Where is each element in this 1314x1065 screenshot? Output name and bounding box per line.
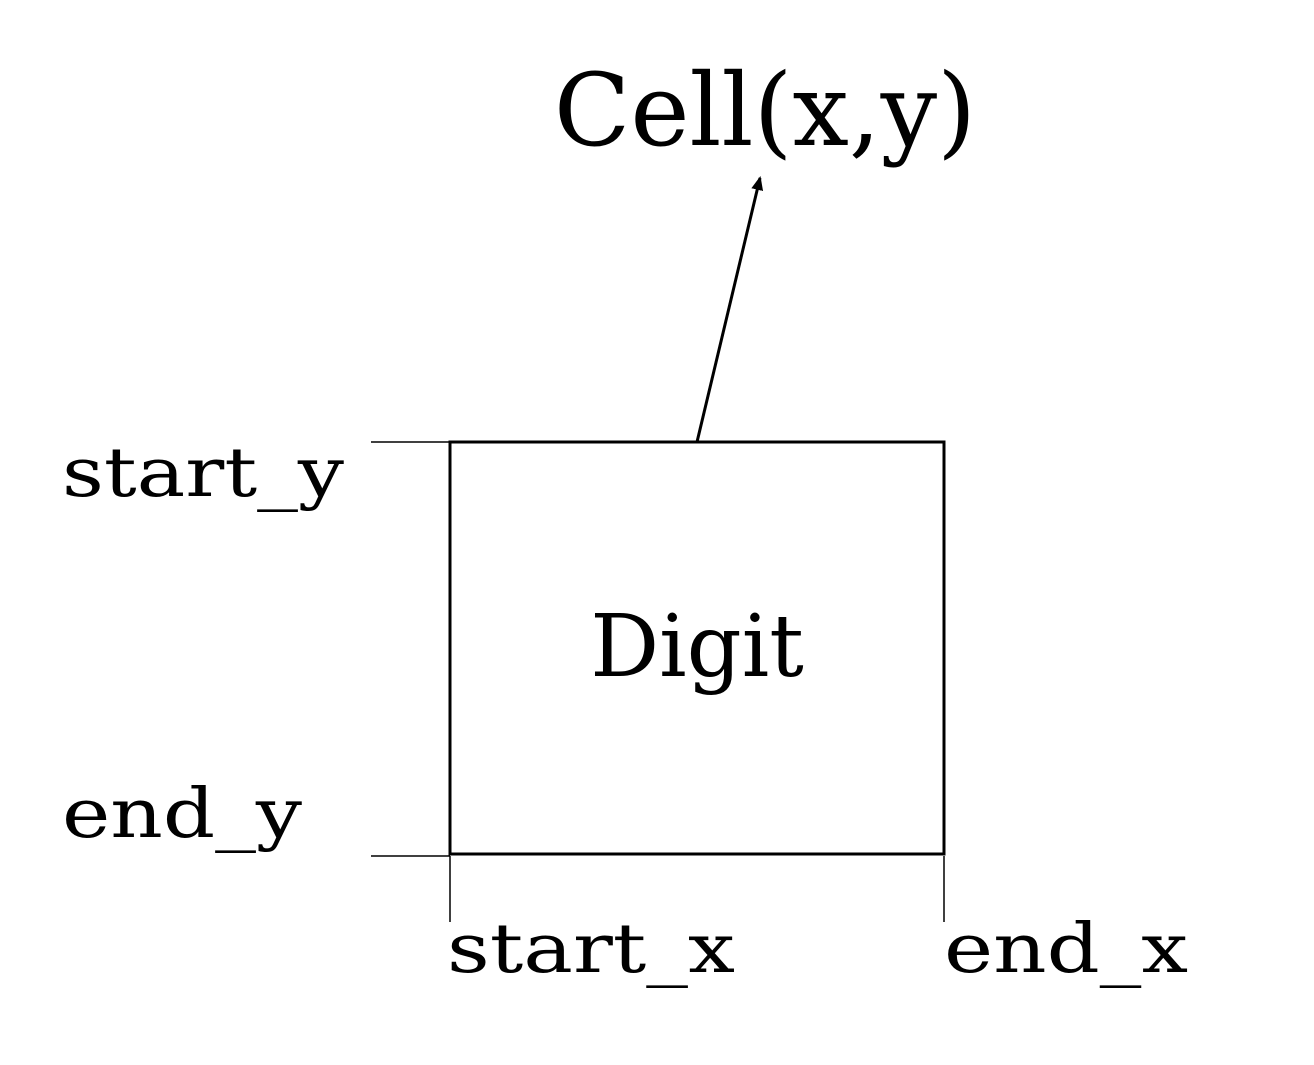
end-y-label: end_y bbox=[62, 775, 303, 854]
digit-box bbox=[448, 440, 946, 856]
start-x-label: start_x bbox=[447, 910, 735, 989]
start-y-label: start_y bbox=[62, 434, 345, 513]
cell-arrow bbox=[695, 176, 764, 443]
end-x-label: end_x bbox=[944, 910, 1188, 989]
cell-label: Cell(x,y) bbox=[554, 52, 976, 169]
digit-label: Digit bbox=[590, 597, 804, 697]
